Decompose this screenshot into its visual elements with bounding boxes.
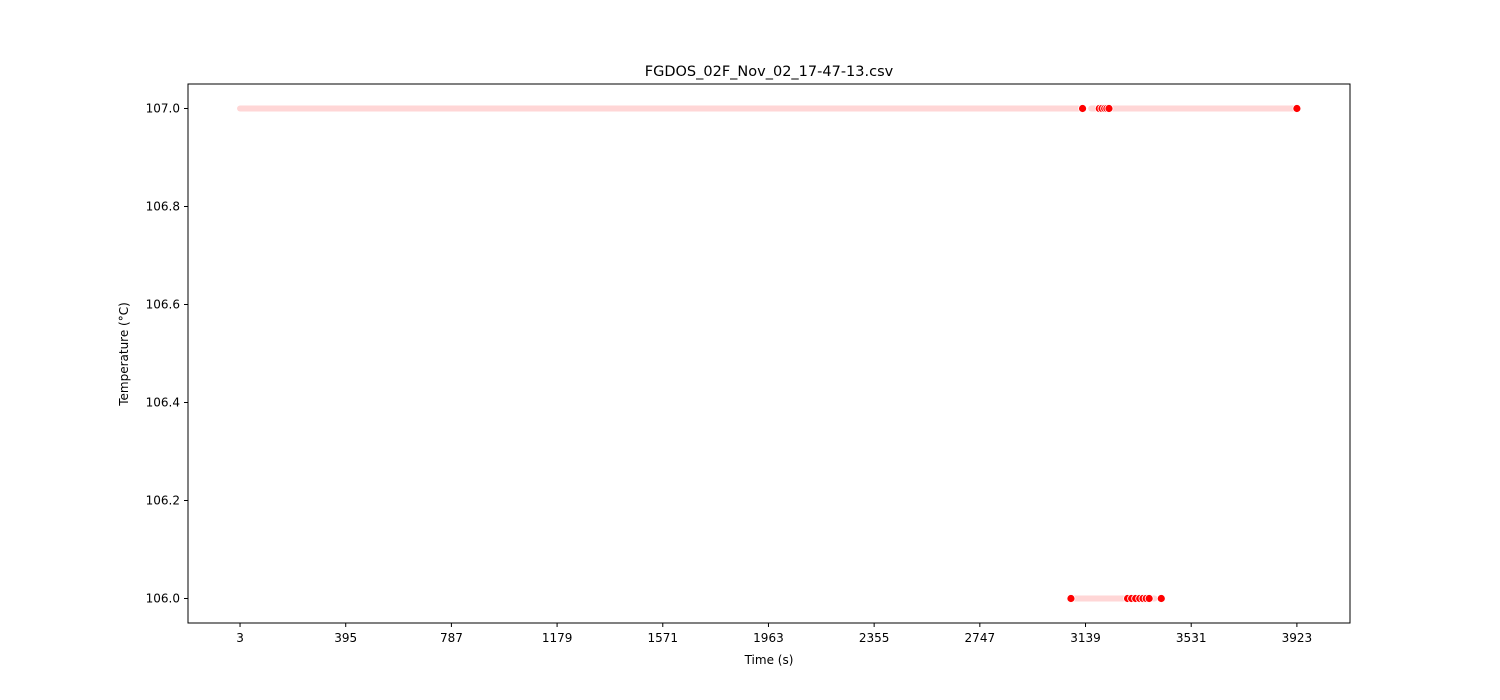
x-tick-label: 1179	[542, 631, 573, 645]
data-point	[1144, 594, 1154, 603]
x-tick-label: 787	[440, 631, 463, 645]
y-tick-label: 106.0	[146, 592, 180, 606]
x-axis-label: Time (s)	[744, 653, 794, 667]
x-tick-label: 3139	[1070, 631, 1101, 645]
plot-area	[237, 104, 1302, 603]
y-axis-label: Temperature (°C)	[117, 302, 131, 407]
y-tick-label: 106.6	[146, 298, 180, 312]
y-tick-label: 106.8	[146, 200, 180, 214]
data-point	[1292, 104, 1302, 113]
y-tick-label: 106.4	[146, 396, 180, 410]
chart-title: FGDOS_02F_Nov_02_17-47-13.csv	[645, 64, 894, 80]
y-tick-label: 106.2	[146, 494, 180, 508]
x-tick-label: 3	[236, 631, 244, 645]
x-tick-label: 2747	[965, 631, 996, 645]
axes: 3 395 787 1179 1571 1963 2355 2747 3139 3531 3923 1…	[146, 102, 1313, 646]
x-tick-label: 395	[334, 631, 357, 645]
y-tick-label: 107.0	[146, 102, 180, 116]
x-tick-label: 2355	[859, 631, 890, 645]
x-tick-label: 3531	[1176, 631, 1207, 645]
data-point	[1078, 104, 1087, 113]
x-tick-label: 1963	[753, 631, 784, 645]
data-point	[1066, 594, 1076, 603]
data-point	[1156, 594, 1166, 603]
plot-frame	[187, 83, 1351, 624]
x-tick-label: 3923	[1282, 631, 1313, 645]
data-point	[1104, 104, 1114, 113]
x-tick-label: 1571	[648, 631, 679, 645]
